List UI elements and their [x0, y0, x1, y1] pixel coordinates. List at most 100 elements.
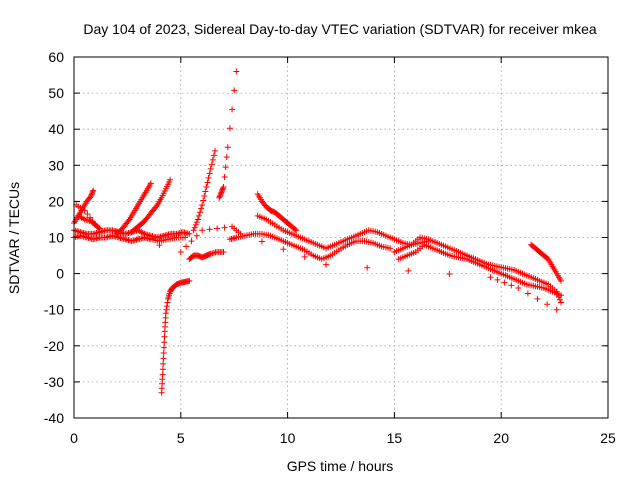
y-tick-label: 30 [48, 157, 64, 173]
data-point [163, 306, 170, 313]
data-point [214, 225, 221, 232]
data-point [88, 192, 95, 199]
data-point [201, 192, 208, 199]
series-band-b [71, 232, 189, 245]
data-point [229, 106, 236, 113]
data-point [89, 190, 96, 197]
series-arc-upper [254, 191, 300, 234]
data-point [89, 188, 96, 195]
chart-title: Day 104 of 2023, Sidereal Day-to-day VTE… [83, 21, 596, 37]
data-point [164, 299, 171, 306]
data-point [218, 188, 225, 195]
data-point [113, 228, 120, 235]
data-point [208, 161, 215, 168]
data-point [219, 185, 226, 192]
data-point [534, 295, 541, 302]
data-point [198, 205, 205, 212]
data-point [207, 165, 214, 172]
y-tick-label: -30 [44, 374, 64, 390]
data-point [186, 230, 193, 237]
data-point [160, 344, 167, 351]
data-point [216, 194, 223, 201]
data-point [161, 339, 168, 346]
data-point [199, 202, 206, 209]
data-point [210, 152, 217, 159]
series-band-late2 [395, 241, 565, 299]
data-point [292, 226, 299, 233]
series-tail [528, 241, 565, 284]
y-tick-label: -20 [44, 338, 64, 354]
data-point [258, 238, 265, 245]
data-point [501, 279, 508, 286]
data-point [233, 68, 240, 75]
data-point [301, 253, 308, 260]
data-point [220, 183, 227, 190]
data-point [237, 230, 244, 237]
data-point [515, 285, 522, 292]
data-point [224, 144, 231, 151]
series-rise-4 [128, 176, 174, 236]
series-scatter-extra [73, 202, 560, 313]
data-point [197, 209, 204, 216]
data-point [160, 355, 167, 362]
data-point [193, 232, 200, 239]
data-point [293, 227, 300, 234]
data-point [219, 186, 226, 193]
data-point [206, 226, 213, 233]
series-drop [158, 277, 193, 396]
data-point [186, 277, 193, 284]
axis-ticks [73, 56, 609, 419]
y-axis-label: SDTVAR / TECUs [6, 182, 22, 294]
data-point [206, 170, 213, 177]
data-point [84, 211, 91, 218]
y-tick-label: 0 [56, 266, 64, 282]
data-point [163, 303, 170, 310]
data-point [446, 271, 453, 278]
data-point [160, 350, 167, 357]
data-point [188, 238, 195, 245]
data-point [87, 214, 94, 221]
data-point [199, 227, 206, 234]
y-tick-label: 50 [48, 85, 64, 101]
series-spike-1 [190, 147, 218, 234]
x-tick-labels: 0 5 10 15 20 25 [70, 430, 616, 446]
data-point [167, 176, 174, 183]
data-point [92, 221, 99, 228]
data-point [524, 290, 531, 297]
data-point [162, 310, 169, 317]
data-point [211, 147, 218, 154]
y-tick-labels: -40 -30 -20 -10 0 10 20 30 40 50 60 [44, 49, 64, 426]
data-point [194, 216, 201, 223]
data-point [153, 203, 160, 210]
data-point [231, 87, 238, 94]
data-point [204, 179, 211, 186]
data-point [96, 225, 103, 232]
data-point [159, 366, 166, 373]
data-point [161, 333, 168, 340]
data-point [125, 217, 132, 224]
data-point [202, 188, 209, 195]
y-tick-label: -10 [44, 302, 64, 318]
x-tick-label: 25 [600, 430, 616, 446]
data-point [223, 154, 230, 161]
data-point [280, 246, 287, 253]
data-point [135, 235, 142, 242]
data-point [177, 248, 184, 255]
data-point [218, 189, 225, 196]
data-point [220, 248, 227, 255]
data-point [160, 360, 167, 367]
data-point [217, 190, 224, 197]
data-point [387, 245, 394, 252]
y-tick-label: 10 [48, 230, 64, 246]
x-tick-label: 10 [280, 430, 296, 446]
series-band-a [71, 227, 193, 241]
y-tick-label: 60 [48, 49, 64, 65]
data-point [200, 197, 207, 204]
data-point [556, 296, 563, 303]
data-point [182, 234, 189, 241]
data-point [216, 193, 223, 200]
data-point [544, 301, 551, 308]
data-point [203, 183, 210, 190]
data-point [183, 243, 190, 250]
